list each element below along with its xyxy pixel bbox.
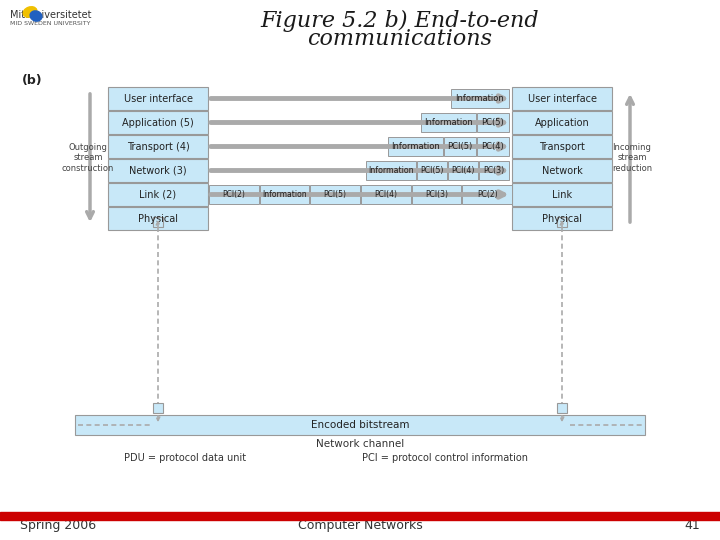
Text: PC(2): PC(2) [477, 190, 498, 199]
Bar [366, 161, 416, 180]
Text: Network channel: Network channel [316, 439, 404, 449]
Bar [153, 403, 163, 413]
Text: Incoming
stream
reduction: Incoming stream reduction [612, 143, 652, 173]
Text: communications: communications [307, 28, 492, 50]
Text: Mittuniversitetet: Mittuniversitetet [10, 10, 91, 20]
Bar [512, 207, 612, 230]
Bar [310, 185, 360, 204]
Text: PCI(5): PCI(5) [324, 190, 346, 199]
Bar [448, 161, 478, 180]
Text: PCI(5): PCI(5) [420, 166, 444, 175]
Bar [417, 161, 447, 180]
Bar [451, 89, 509, 108]
Text: PCI(2): PCI(2) [222, 190, 246, 199]
Bar [512, 111, 612, 134]
Text: Outgoing
stream
construction: Outgoing stream construction [62, 143, 114, 173]
Text: MID SWEDEN UNIVERSITY: MID SWEDEN UNIVERSITY [10, 21, 91, 26]
Bar [512, 135, 612, 158]
Bar [108, 159, 208, 182]
Bar [108, 111, 208, 134]
Text: Transport (4): Transport (4) [127, 141, 189, 152]
Text: Application (5): Application (5) [122, 118, 194, 127]
Bar [479, 161, 509, 180]
Bar [361, 185, 410, 204]
Bar [260, 185, 310, 204]
Text: Link: Link [552, 190, 572, 199]
Text: PCI(5): PCI(5) [447, 142, 472, 151]
Bar [444, 137, 476, 156]
Text: Network: Network [541, 165, 582, 176]
Bar [477, 113, 509, 132]
Text: Transport: Transport [539, 141, 585, 152]
Text: PC(5): PC(5) [482, 118, 505, 127]
Text: PC(4): PC(4) [482, 142, 505, 151]
Bar [108, 135, 208, 158]
Text: PCI(4): PCI(4) [374, 190, 397, 199]
Text: PC(3): PC(3) [483, 166, 505, 175]
Text: Figure 5.2 b) End-to-end: Figure 5.2 b) End-to-end [261, 10, 539, 32]
Bar [108, 183, 208, 206]
Bar [209, 185, 258, 204]
Bar [0, 512, 720, 520]
Bar [512, 183, 612, 206]
Text: PCI(3): PCI(3) [425, 190, 448, 199]
Bar [153, 217, 163, 227]
Text: Network (3): Network (3) [129, 165, 186, 176]
Bar [108, 207, 208, 230]
Text: Information: Information [391, 142, 440, 151]
Text: Information: Information [456, 94, 505, 103]
Text: User interface: User interface [528, 93, 596, 104]
Text: Application: Application [535, 118, 590, 127]
Bar [557, 217, 567, 227]
Text: Link (2): Link (2) [140, 190, 176, 199]
Bar [412, 185, 462, 204]
Text: PCI = protocol control information: PCI = protocol control information [362, 453, 528, 463]
Bar [388, 137, 443, 156]
Text: Physical: Physical [138, 213, 178, 224]
Text: Computer Networks: Computer Networks [297, 519, 423, 532]
Text: User interface: User interface [124, 93, 192, 104]
Bar [75, 415, 645, 435]
Text: Information: Information [368, 166, 414, 175]
Text: PCI(4): PCI(4) [451, 166, 474, 175]
Text: 41: 41 [684, 519, 700, 532]
Text: (b): (b) [22, 74, 42, 87]
Bar [512, 87, 612, 110]
Bar [462, 185, 512, 204]
Ellipse shape [30, 11, 42, 21]
Bar [108, 87, 208, 110]
Bar [477, 137, 509, 156]
Bar [512, 159, 612, 182]
Text: Information: Information [262, 190, 307, 199]
Ellipse shape [23, 6, 37, 17]
Text: Encoded bitstream: Encoded bitstream [311, 420, 409, 430]
Text: Spring 2006: Spring 2006 [20, 519, 96, 532]
Text: Physical: Physical [542, 213, 582, 224]
Bar [421, 113, 476, 132]
Bar [557, 403, 567, 413]
Text: Information: Information [424, 118, 473, 127]
Text: PDU = protocol data unit: PDU = protocol data unit [124, 453, 246, 463]
